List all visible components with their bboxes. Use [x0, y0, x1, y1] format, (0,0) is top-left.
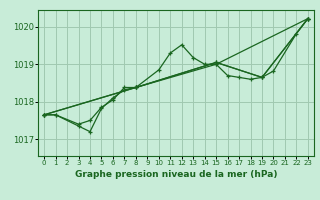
- X-axis label: Graphe pression niveau de la mer (hPa): Graphe pression niveau de la mer (hPa): [75, 170, 277, 179]
